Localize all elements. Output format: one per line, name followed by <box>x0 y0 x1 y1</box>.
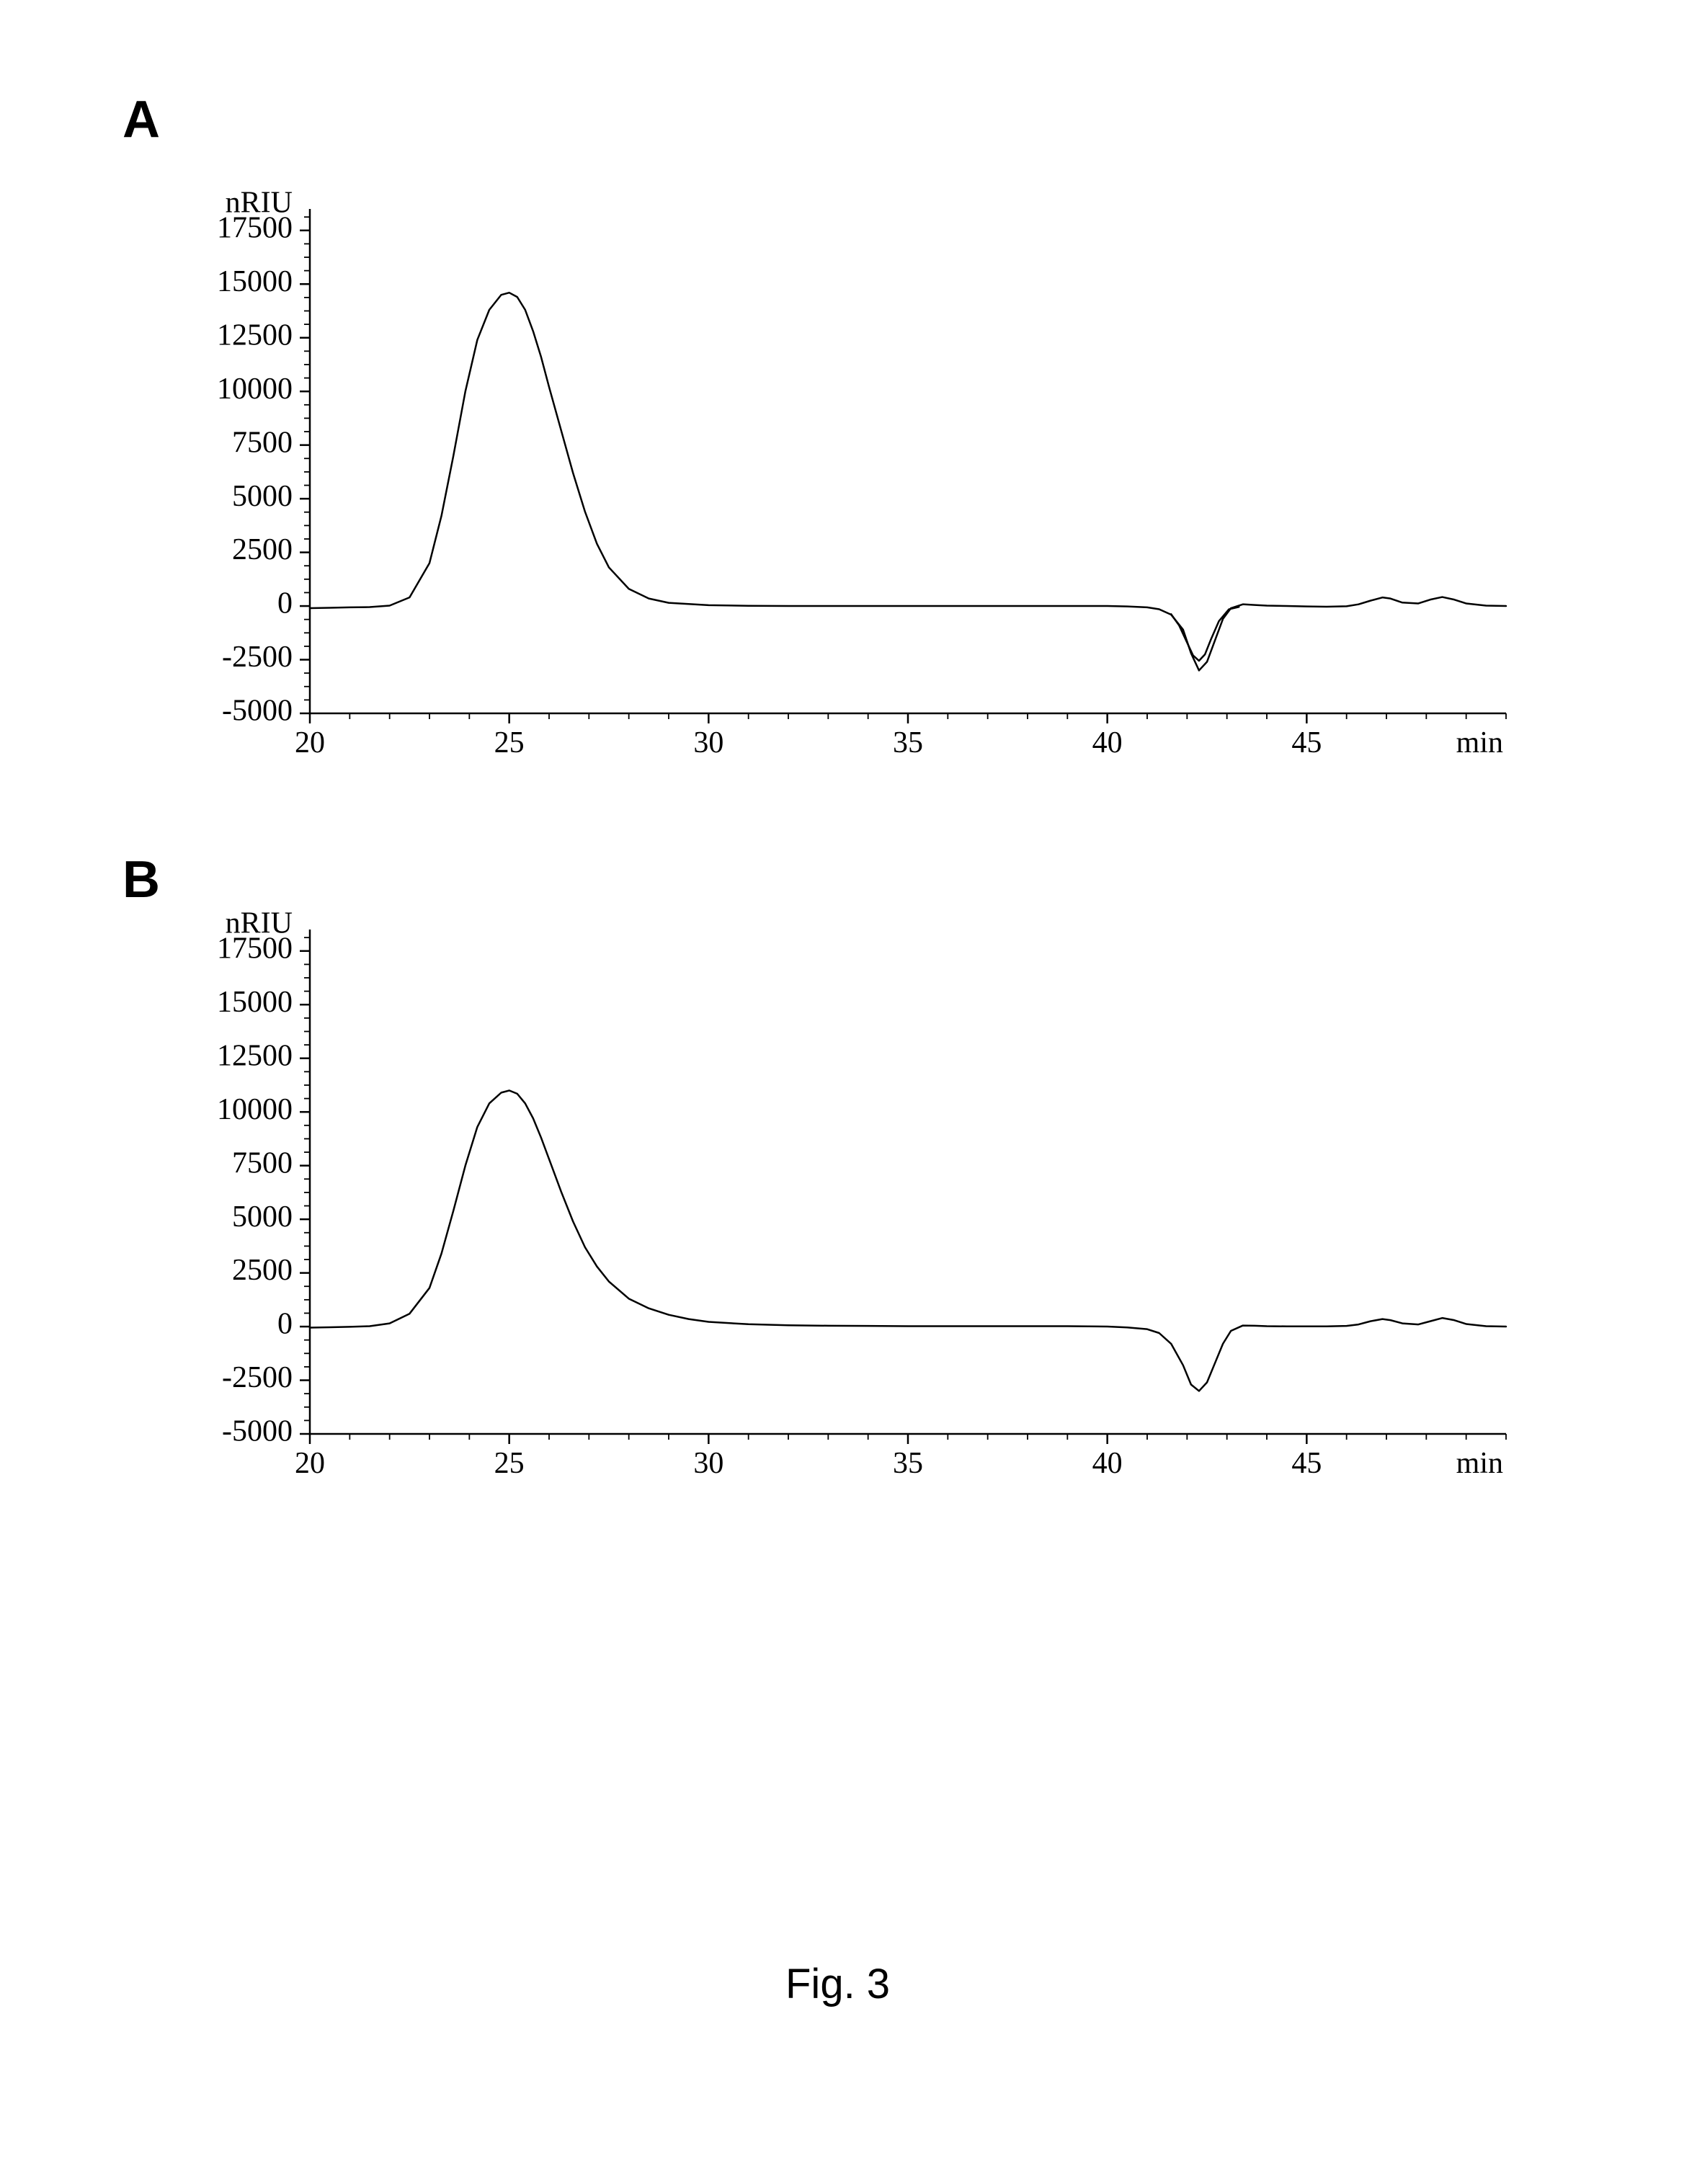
y-tick-label: 2500 <box>232 533 293 566</box>
figure-caption: Fig. 3 <box>785 1960 890 2008</box>
y-tick-label: 10000 <box>217 373 293 406</box>
panel-label-a: A <box>123 90 160 149</box>
x-tick-label: 45 <box>1291 1447 1322 1480</box>
y-tick-label: -5000 <box>222 695 293 728</box>
series-inner <box>1171 607 1239 661</box>
x-axis-label: min <box>1456 1447 1503 1480</box>
y-tick-label: 5000 <box>232 480 293 513</box>
y-tick-label: -2500 <box>222 1361 293 1394</box>
x-tick-label: 40 <box>1092 1447 1123 1480</box>
x-tick-label: 45 <box>1291 726 1322 759</box>
chart-b-container: -5000-2500025005000750010000125001500017… <box>137 908 1549 1499</box>
y-tick-label: -5000 <box>222 1415 293 1448</box>
chart-a-container: -5000-2500025005000750010000125001500017… <box>137 187 1549 778</box>
y-tick-label: 15000 <box>217 986 293 1019</box>
y-axis-label: nRIU <box>226 187 293 220</box>
y-tick-label: 0 <box>277 1308 293 1341</box>
y-tick-label: 15000 <box>217 265 293 298</box>
chart-b: -5000-2500025005000750010000125001500017… <box>137 908 1549 1499</box>
y-tick-label: 2500 <box>232 1254 293 1287</box>
y-tick-label: 12500 <box>217 318 293 352</box>
x-tick-label: 35 <box>893 726 923 759</box>
x-tick-label: 20 <box>295 726 325 759</box>
series-trace <box>310 1090 1506 1391</box>
y-tick-label: -2500 <box>222 641 293 674</box>
y-tick-label: 7500 <box>232 426 293 459</box>
x-tick-label: 20 <box>295 1447 325 1480</box>
y-tick-label: 0 <box>277 587 293 620</box>
x-tick-label: 40 <box>1092 726 1123 759</box>
page: A -5000 -2500 0 2500 5000 7500 10000 12500 15000… <box>0 0 1697 2184</box>
y-tick-label: 5000 <box>232 1200 293 1234</box>
x-axis-label: min <box>1456 726 1503 759</box>
y-tick-label: 12500 <box>217 1039 293 1072</box>
chart-a: -5000-2500025005000750010000125001500017… <box>137 187 1549 778</box>
x-tick-label: 30 <box>693 726 723 759</box>
x-tick-label: 30 <box>693 1447 723 1480</box>
x-tick-label: 35 <box>893 1447 923 1480</box>
y-tick-label: 10000 <box>217 1093 293 1126</box>
series-outer <box>310 293 1506 670</box>
y-tick-label: 7500 <box>232 1146 293 1180</box>
panel-label-b: B <box>123 850 160 909</box>
x-tick-label: 25 <box>494 726 525 759</box>
y-axis-label: nRIU <box>226 908 293 940</box>
x-tick-label: 25 <box>494 1447 525 1480</box>
